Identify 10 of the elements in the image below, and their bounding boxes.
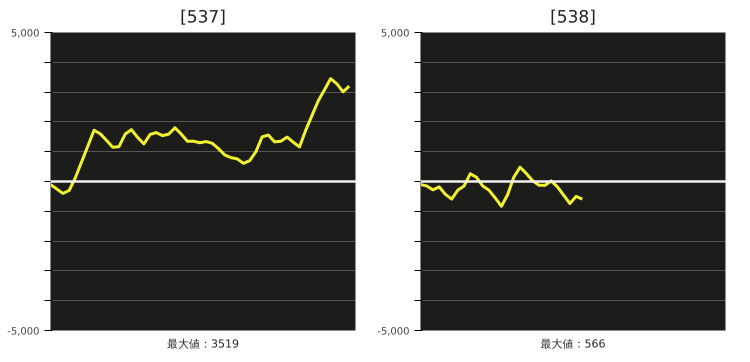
y-tick-label: -5,000 xyxy=(377,326,410,338)
line-series xyxy=(420,166,584,208)
line-series xyxy=(50,77,351,195)
chart-title: [537] xyxy=(180,8,226,28)
y-tick-label: 5,000 xyxy=(380,28,410,40)
chart-title: [538] xyxy=(550,8,596,28)
text: 最大値：566 xyxy=(540,338,606,350)
y-tick-label: 5,000 xyxy=(10,28,40,40)
text: 最大値：3519 xyxy=(167,338,240,350)
y-tick-label: -5,000 xyxy=(7,326,40,338)
